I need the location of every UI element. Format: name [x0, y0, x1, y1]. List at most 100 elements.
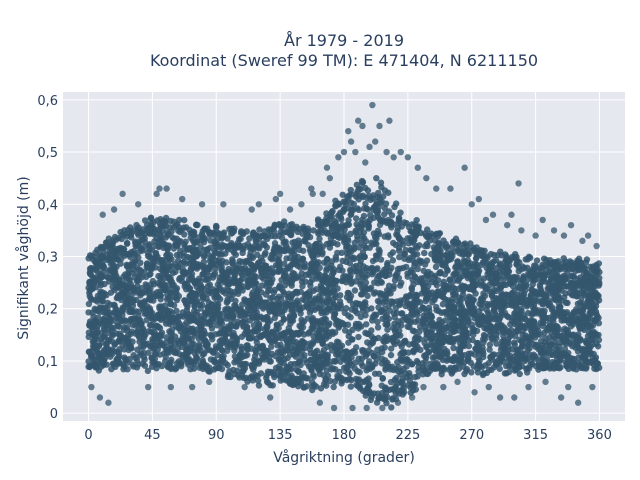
data-point — [205, 368, 212, 375]
data-point — [201, 225, 209, 233]
data-point — [364, 187, 372, 194]
data-point — [236, 352, 243, 359]
data-point — [444, 296, 451, 304]
data-point — [368, 333, 375, 340]
data-point — [566, 361, 573, 368]
data-point — [167, 335, 175, 342]
data-point — [417, 229, 425, 237]
data-point — [388, 404, 395, 411]
data-point — [484, 309, 492, 316]
data-point — [194, 249, 202, 256]
data-point — [170, 223, 177, 231]
data-point — [455, 360, 463, 367]
data-point — [424, 226, 431, 233]
data-point — [320, 299, 328, 307]
data-point — [134, 328, 141, 335]
data-point — [532, 293, 539, 301]
data-point — [169, 344, 176, 351]
data-point — [97, 282, 105, 289]
data-point — [397, 340, 404, 347]
data-point — [531, 305, 539, 312]
data-point — [307, 261, 315, 268]
data-point — [552, 291, 559, 299]
data-point — [411, 294, 419, 301]
data-point — [352, 278, 359, 285]
data-point — [356, 369, 363, 376]
data-point — [352, 229, 359, 236]
data-point — [381, 344, 388, 351]
data-point — [218, 267, 226, 275]
data-point — [189, 262, 196, 269]
data-point — [352, 193, 360, 200]
data-point — [338, 216, 345, 223]
data-point — [352, 359, 359, 366]
data-point — [252, 241, 259, 249]
data-point — [208, 302, 216, 309]
data-point — [359, 307, 367, 315]
data-point — [267, 268, 274, 276]
data-point — [99, 262, 107, 269]
data-point — [134, 229, 141, 237]
data-point — [344, 221, 351, 228]
data-point — [348, 354, 355, 361]
data-point — [562, 290, 569, 297]
data-point — [208, 332, 215, 340]
data-point — [88, 324, 96, 331]
data-point — [556, 343, 563, 350]
data-points — [85, 101, 603, 412]
data-point — [127, 283, 134, 291]
data-point — [564, 332, 571, 339]
data-point — [298, 274, 306, 282]
data-point — [259, 314, 266, 322]
data-point — [269, 382, 276, 389]
data-point — [190, 340, 197, 348]
data-point — [121, 346, 128, 353]
data-point — [444, 284, 451, 291]
data-point — [292, 353, 299, 360]
data-point — [168, 278, 176, 286]
data-point — [244, 331, 251, 339]
data-point — [144, 367, 152, 375]
data-point — [365, 223, 372, 231]
data-point — [232, 302, 239, 310]
data-point — [244, 283, 252, 290]
data-point — [426, 290, 433, 297]
data-point — [363, 264, 370, 272]
data-point — [486, 341, 494, 348]
data-point — [174, 318, 182, 325]
data-point — [432, 337, 440, 345]
data-point — [404, 317, 411, 324]
data-point — [176, 351, 183, 358]
data-point — [384, 326, 391, 333]
data-point — [182, 281, 189, 288]
data-point — [443, 258, 450, 265]
data-point — [546, 302, 553, 309]
data-point — [585, 301, 592, 308]
data-point — [224, 280, 231, 288]
data-point — [191, 303, 198, 310]
data-point — [486, 346, 493, 353]
data-point — [212, 224, 220, 232]
data-point — [112, 314, 120, 321]
data-point — [131, 257, 139, 264]
data-point — [296, 358, 303, 365]
data-point — [380, 193, 387, 200]
data-point — [405, 256, 412, 264]
data-point — [139, 234, 146, 241]
data-point — [566, 260, 574, 267]
data-point — [514, 346, 522, 354]
data-point — [341, 206, 348, 214]
data-point — [475, 308, 483, 315]
data-point — [263, 244, 271, 251]
data-point — [162, 339, 170, 346]
data-point — [424, 282, 432, 290]
data-point — [353, 181, 361, 189]
data-point — [391, 314, 398, 321]
data-point — [376, 215, 383, 223]
data-point — [360, 212, 368, 220]
data-point — [231, 288, 238, 296]
data-point — [330, 358, 337, 365]
data-point — [421, 261, 429, 268]
data-point — [123, 274, 130, 282]
